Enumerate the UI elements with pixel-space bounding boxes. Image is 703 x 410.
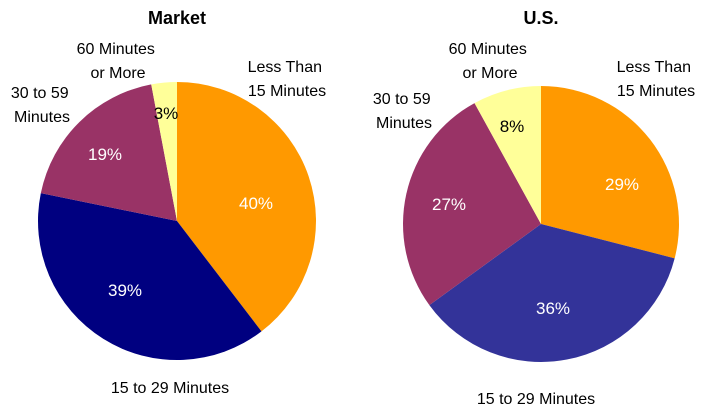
market-slice-15-to-29 bbox=[37, 193, 262, 361]
us-data-label-less-than-15: 29% bbox=[605, 175, 639, 194]
market-data-label-60-or-more: 3% bbox=[154, 104, 179, 123]
us-slice-60-or-more bbox=[474, 86, 541, 224]
market-data-label-30-to-59: 19% bbox=[88, 145, 122, 164]
market-data-label-less-than-15: 40% bbox=[239, 194, 273, 213]
market-slice-30-to-59 bbox=[40, 84, 177, 221]
us-slices bbox=[403, 86, 679, 362]
us-data-label-15-to-29: 36% bbox=[536, 299, 570, 318]
market-chart-title: Market bbox=[148, 8, 206, 28]
market-category-label-less-than-15: Less Than 15 Minutes bbox=[248, 59, 327, 100]
market-slices bbox=[37, 82, 317, 361]
us-category-label-30-to-59: 30 to 59 Minutes bbox=[373, 91, 435, 132]
us-category-label-15-to-29: 15 to 29 Minutes bbox=[477, 391, 595, 408]
us-category-label-less-than-15: Less Than 15 Minutes bbox=[617, 59, 696, 100]
us-slice-15-to-29 bbox=[429, 224, 675, 362]
market-category-label-15-to-29: 15 to 29 Minutes bbox=[111, 380, 229, 397]
us-pie-chart: U.S. Less Than 15 Minutes 15 to 29 Minut… bbox=[373, 8, 696, 408]
us-slice-less-than-15 bbox=[541, 86, 679, 259]
us-chart-title: U.S. bbox=[523, 8, 558, 28]
market-category-label-60-or-more: 60 Minutes or More bbox=[77, 41, 160, 82]
us-data-label-60-or-more: 8% bbox=[500, 117, 525, 136]
market-category-label-30-to-59: 30 to 59 Minutes bbox=[11, 85, 73, 126]
market-slice-less-than-15 bbox=[177, 82, 317, 332]
us-category-label-60-or-more: 60 Minutes or More bbox=[449, 41, 532, 82]
us-data-label-30-to-59: 27% bbox=[432, 195, 466, 214]
market-slice-60-or-more bbox=[151, 82, 177, 221]
market-pie-chart: Market Less Than 15 Minutes 15 to 29 Min… bbox=[11, 8, 327, 397]
market-data-label-15-to-29: 39% bbox=[108, 281, 142, 300]
us-slice-30-to-59 bbox=[403, 103, 541, 306]
